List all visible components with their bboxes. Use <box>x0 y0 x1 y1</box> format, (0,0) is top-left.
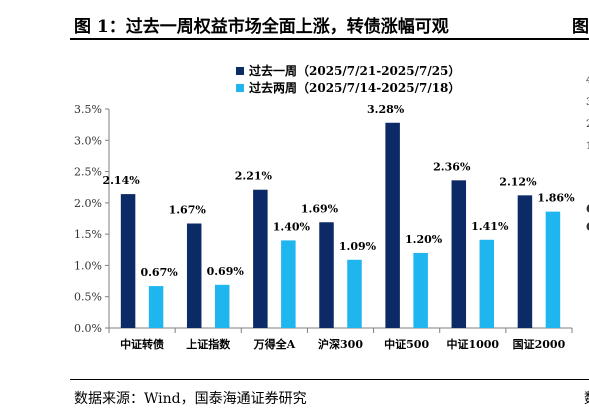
y-tick-label: 1.0% <box>74 259 102 272</box>
y-tick-label: 2.0% <box>74 197 102 210</box>
bar-two-week <box>545 211 561 328</box>
data-label: 0.67% <box>140 266 178 279</box>
data-label: 2.21% <box>235 170 273 183</box>
edge-fragment: C <box>586 220 589 234</box>
y-tick-label: 0.0% <box>74 322 102 335</box>
edge-fragment: 3 <box>586 92 589 114</box>
bar-one-week <box>517 195 533 328</box>
x-tick-label: 中证转债 <box>120 337 164 351</box>
edge-fragment: 4 <box>586 70 589 92</box>
legend-label: 过去一周（2025/7/21-2025/7/25） <box>249 63 460 78</box>
y-tick-label: 0.5% <box>74 291 102 304</box>
data-label: 2.36% <box>433 160 471 173</box>
data-label: 0.69% <box>207 265 245 278</box>
chart-bars <box>120 122 561 328</box>
adjacent-figure-tick-fragments: 4 3 2 1 C C <box>586 70 589 234</box>
title-rule <box>70 38 589 40</box>
y-tick-label: 2.5% <box>74 166 102 179</box>
data-label: 1.40% <box>273 220 311 233</box>
adjacent-source-fragment: 数 <box>584 388 589 408</box>
source-note: 数据来源：Wind，国泰海通证券研究 <box>74 391 307 407</box>
y-tick-label: 3.5% <box>74 103 102 116</box>
data-label: 1.41% <box>471 220 509 233</box>
x-tick-label: 中证500 <box>384 337 429 351</box>
data-label: 1.69% <box>301 202 339 215</box>
bar-two-week <box>479 239 495 328</box>
chart-legend: 过去一周（2025/7/21-2025/7/25） 过去两周（2025/7/14-… <box>236 63 460 95</box>
chart-data-labels: 2.14% 0.67% 1.67% 0.69% 2.21% 1.40% 1.69% 1.09%… <box>102 103 575 279</box>
bar-two-week <box>214 284 230 328</box>
bar-one-week <box>186 223 202 328</box>
source-rule <box>70 379 589 380</box>
x-tick-label: 中证1000 <box>446 337 499 351</box>
data-label: 2.12% <box>499 175 537 188</box>
bar-one-week <box>319 222 334 328</box>
legend-label: 过去两周（2025/7/14-2025/7/18） <box>249 80 460 95</box>
bar-two-week <box>148 286 164 328</box>
y-tick-label: 1.5% <box>74 228 102 241</box>
bar-two-week <box>413 252 428 328</box>
x-tick-label: 万得全A <box>253 337 296 351</box>
bar-one-week <box>451 180 467 328</box>
figure-title: 图 1：过去一周权益市场全面上涨，转债涨幅可观 <box>74 17 449 37</box>
data-label: 1.86% <box>537 192 575 205</box>
y-tick-label: 3.0% <box>74 134 102 147</box>
chart-axes: 0.0% 0.5% 1.0% 1.5% 2.0% 2.5% 3.0% 3.5% 中证转债 上证指数… <box>74 103 573 351</box>
x-tick-label: 沪深300 <box>318 337 363 351</box>
data-label: 1.09% <box>339 240 377 253</box>
x-tick-label: 国证2000 <box>513 338 566 351</box>
legend-swatch-two-week <box>236 84 244 92</box>
edge-fragment: 1 <box>586 136 589 158</box>
edge-fragment: C <box>586 198 589 220</box>
x-tick-label: 上证指数 <box>186 337 231 351</box>
legend-swatch-one-week <box>236 67 244 75</box>
bar-one-week <box>120 194 136 328</box>
data-label: 3.28% <box>367 103 405 116</box>
data-label: 1.67% <box>169 204 207 217</box>
data-label: 1.20% <box>405 233 443 246</box>
adjacent-figure-title-fragment: 图 <box>572 17 589 37</box>
edge-fragment: 2 <box>586 114 589 136</box>
bar-two-week <box>281 240 296 328</box>
bar-one-week <box>385 122 400 328</box>
bar-two-week <box>347 259 362 328</box>
data-label: 2.14% <box>102 174 140 187</box>
bar-one-week <box>253 189 268 328</box>
